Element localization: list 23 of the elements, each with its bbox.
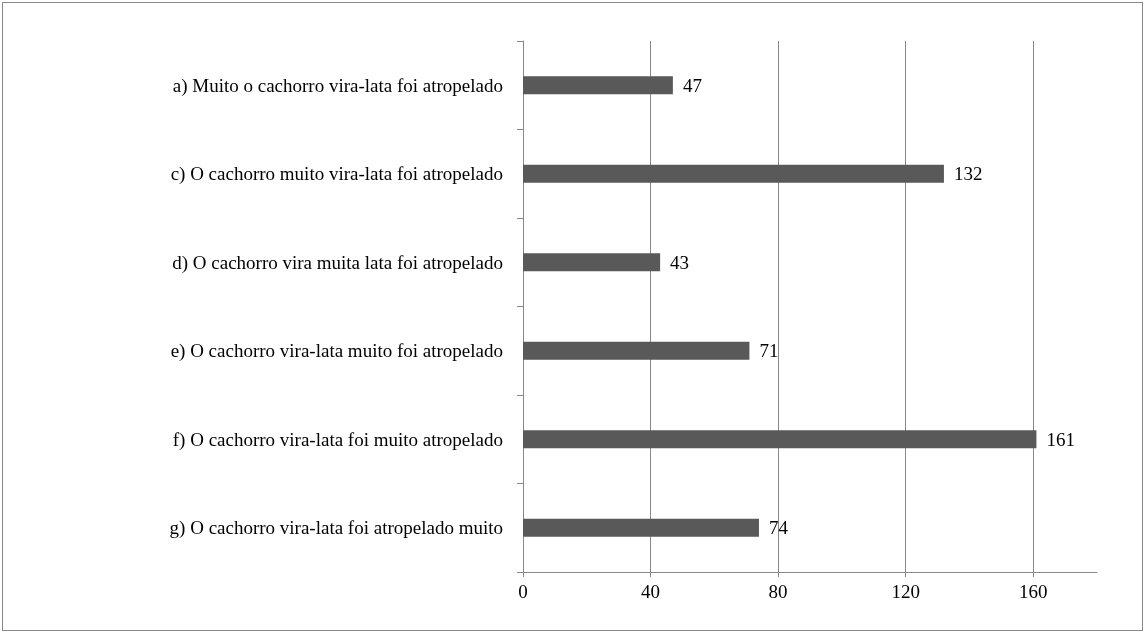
y-tick-label: e) O cachorro vira-lata muito foi atropelado — [170, 340, 503, 363]
y-tick-label: c) O cachorro muito vira-lata foi atropelado — [170, 163, 503, 186]
x-tick-label: 80 — [768, 581, 788, 602]
y-tick-label: f) O cachorro vira-lata foi muito atropelado — [172, 428, 503, 451]
bar — [523, 253, 661, 272]
x-tick-label: 0 — [518, 581, 528, 602]
bar — [523, 76, 673, 95]
y-tick-label: d) O cachorro vira muita lata foi atropelado — [172, 251, 503, 274]
x-tick-label: 160 — [1018, 581, 1048, 602]
x-tick-label: 40 — [641, 581, 661, 602]
x-tick-label: 120 — [891, 581, 920, 602]
data-label: 132 — [953, 163, 983, 185]
data-label: 71 — [759, 340, 779, 362]
y-tick-label: g) O cachorro vira-lata foi atropelado muito — [169, 517, 503, 540]
bar — [523, 430, 1037, 449]
bar — [523, 341, 750, 360]
bar — [523, 518, 759, 537]
y-tick-label: a) Muito o cachorro vira-lata foi atropelado — [172, 74, 503, 97]
data-label: 43 — [670, 251, 690, 273]
data-label: 47 — [682, 74, 702, 96]
data-label: 161 — [1046, 428, 1075, 450]
bar — [523, 164, 944, 183]
data-label: 74 — [768, 517, 789, 539]
